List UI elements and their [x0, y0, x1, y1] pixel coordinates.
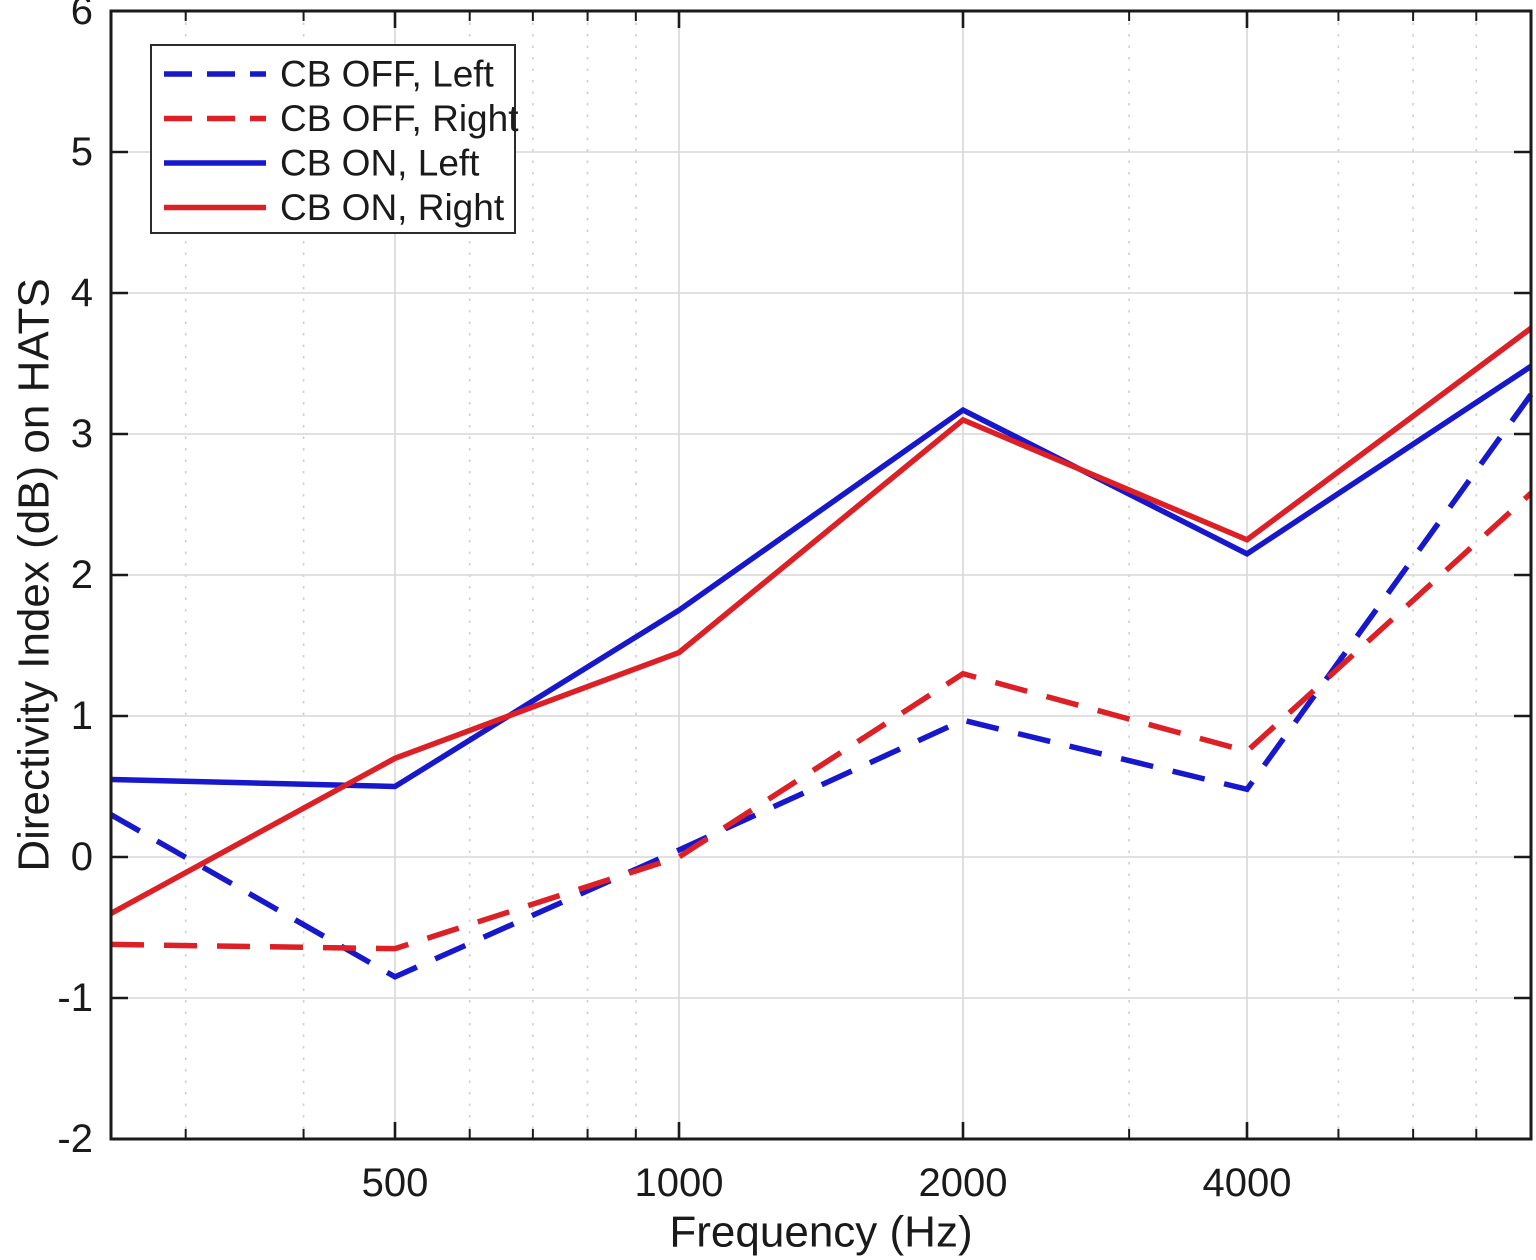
tick-label-layer: 500 1000 2000 4000 -2 -1 0 1 2 3 4 5 6: [57, 0, 1291, 1205]
y-tick-label-6: 6: [71, 0, 93, 33]
x-tick-label-4000: 4000: [1203, 1161, 1292, 1205]
series-line-cb-on-left: [110, 364, 1533, 790]
y-tick-label-5: 5: [71, 130, 93, 174]
y-tick-label--2: -2: [57, 1117, 93, 1161]
series-line-cb-off-right: [110, 491, 1533, 952]
series-line-cb-off-left: [109, 392, 1534, 980]
legend-label-cb-on-left: CB ON, Left: [280, 143, 480, 184]
legend-label-cb-on-right: CB ON, Right: [280, 187, 505, 228]
y-tick-label-4: 4: [71, 271, 93, 315]
x-axis-label: Frequency (Hz): [669, 1208, 972, 1257]
y-tick-label-1: 1: [71, 694, 93, 738]
y-axis-label: Directivity Index (dB) on HATS: [10, 278, 59, 871]
y-tick-label-0: 0: [71, 835, 93, 879]
x-tick-label-2000: 2000: [919, 1161, 1008, 1205]
y-tick-label--1: -1: [57, 976, 93, 1020]
legend-label-cb-off-left: CB OFF, Left: [280, 54, 495, 95]
series-layer: [109, 326, 1534, 980]
legend-label-cb-off-right: CB OFF, Right: [280, 98, 519, 139]
series-line-cb-on-right: [109, 326, 1533, 916]
x-tick-label-500: 500: [362, 1161, 429, 1205]
y-tick-label-3: 3: [71, 412, 93, 456]
x-tick-label-1000: 1000: [635, 1161, 724, 1205]
tick-layer: [111, 9, 1531, 1141]
y-tick-label-2: 2: [71, 553, 93, 597]
